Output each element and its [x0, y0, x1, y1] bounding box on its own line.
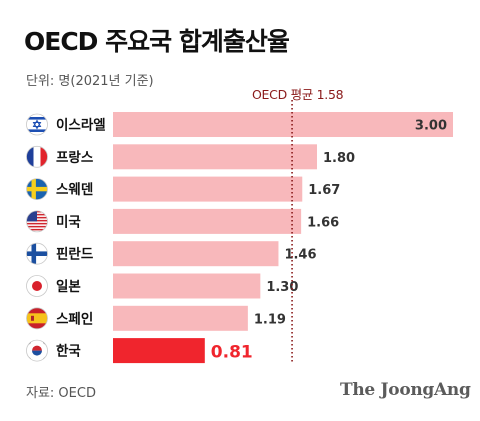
chart-row: 이스라엘 3.00: [26, 112, 453, 137]
bar: [113, 305, 248, 331]
category-label: 미국: [56, 214, 81, 230]
value-label: 0.81: [211, 343, 253, 363]
publisher-logo: The JoongAng: [340, 380, 471, 400]
japan-flag-icon: [26, 275, 48, 297]
source-note: 자료: OECD: [26, 386, 96, 401]
france-flag-icon: [26, 145, 48, 168]
value-label: 3.00: [415, 119, 447, 134]
korea-flag-icon: [26, 339, 48, 362]
bar: [113, 208, 302, 234]
category-label: 한국: [56, 344, 81, 360]
bar: [113, 338, 205, 364]
category-label: 일본: [56, 279, 81, 295]
chart-row: 미국 1.66: [26, 208, 339, 234]
chart-row: 스페인 1.19: [26, 305, 286, 331]
category-label: 이스라엘: [56, 117, 106, 134]
category-label: 프랑스: [56, 150, 94, 166]
value-label: 1.67: [308, 183, 340, 198]
chart-row: 프랑스 1.80: [26, 144, 355, 170]
israel-flag-icon: [26, 113, 48, 136]
category-label: 스페인: [56, 310, 93, 327]
unit-note: 단위: 명(2021년 기준): [26, 74, 154, 89]
category-label: 스웨덴: [56, 182, 93, 198]
value-label: 1.66: [307, 215, 339, 230]
chart-row: 스웨덴 1.67: [26, 176, 340, 202]
category-label: 핀란드: [56, 246, 94, 263]
spain-flag-icon: [26, 307, 48, 330]
bar: [113, 241, 279, 267]
value-label: 1.80: [323, 151, 355, 166]
chart-row: 핀란드 1.46: [26, 241, 317, 267]
value-label: 1.46: [284, 248, 316, 263]
usa-flag-icon: [26, 210, 48, 233]
bar: [113, 176, 303, 202]
bar: [113, 273, 261, 299]
chart-row: 일본 1.30: [26, 273, 298, 299]
bar: [113, 112, 453, 137]
sweden-flag-icon: [26, 178, 48, 201]
chart-title: OECD 주요국 합계출산율: [24, 27, 290, 56]
value-label: 1.30: [266, 280, 298, 295]
oecd-average-label: OECD 평균 1.58: [252, 87, 344, 102]
bar: [113, 144, 317, 170]
value-label: 1.19: [254, 312, 286, 327]
finland-flag-icon: [26, 242, 48, 265]
chart-row: 한국 0.81: [26, 338, 253, 364]
